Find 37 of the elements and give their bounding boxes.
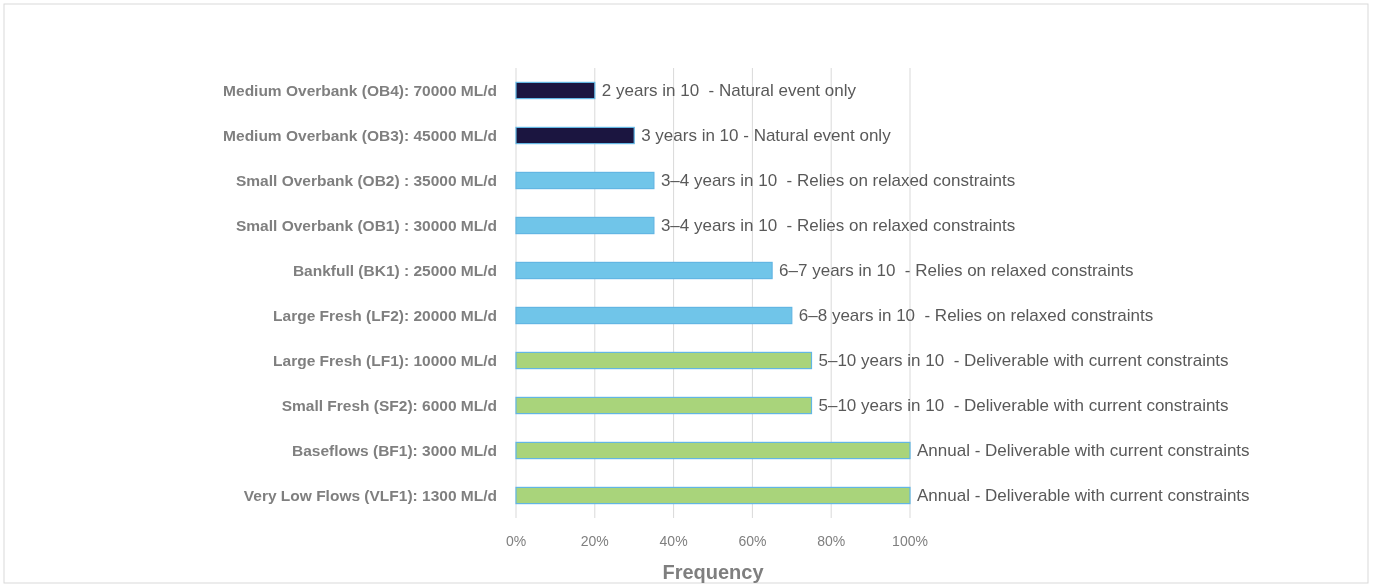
bar [515,396,813,415]
x-tick-label: 0% [505,532,527,549]
bar [515,351,813,370]
y-tick-label: Baseflows (BF1): 3000 ML/d [292,441,497,459]
bar [515,441,911,460]
y-tick-label: Bankfull (BK1) : 25000 ML/d [292,261,497,279]
y-tick-label: Medium Overbank (OB4): 70000 ML/d [223,81,497,99]
bar [515,306,793,325]
y-tick-label: Very Low Flows (VLF1): 1300 ML/d [243,486,497,504]
y-tick-label: Large Fresh (LF2): 20000 ML/d [273,306,497,324]
bar [515,486,911,505]
annotation: Annual - Deliverable with current constraints [917,441,1250,461]
y-tick-label: Small Overbank (OB2) : 35000 ML/d [235,171,497,189]
annotation: 6–7 years in 10 - Relies on relaxed constraints [779,261,1134,281]
y-tick-label: Small Overbank (OB1) : 30000 ML/d [235,216,497,234]
bar [515,81,596,100]
y-tick-label: Large Fresh (LF1): 10000 ML/d [273,351,497,369]
annotation: 2 years in 10 - Natural event only [601,81,857,101]
bar [515,216,655,235]
x-tick-label: 80% [817,532,846,549]
annotation: 5–10 years in 10 - Deliverable with current constraints [818,396,1229,416]
annotation: 3 years in 10 - Natural event only [641,126,892,146]
bar [515,126,635,145]
x-tick-label: 60% [738,532,767,549]
x-tick-label: 40% [659,532,688,549]
annotation: 5–10 years in 10 - Deliverable with current constraints [818,351,1229,371]
x-tick-label: 20% [580,532,609,549]
y-tick-label: Small Fresh (SF2): 6000 ML/d [281,396,497,414]
x-axis-title: Frequency [662,561,765,583]
annotation: Annual - Deliverable with current constraints [917,486,1250,506]
bar [515,171,655,190]
annotation: 6–8 years in 10 - Relies on relaxed constraints [798,306,1154,326]
annotation: 3–4 years in 10 - Relies on relaxed constraints [660,171,1016,191]
annotation: 3–4 years in 10 - Relies on relaxed constraints [660,216,1016,236]
bar [515,261,773,280]
x-tick-label: 100% [892,532,928,549]
y-tick-label: Medium Overbank (OB3): 45000 ML/d [223,126,497,144]
